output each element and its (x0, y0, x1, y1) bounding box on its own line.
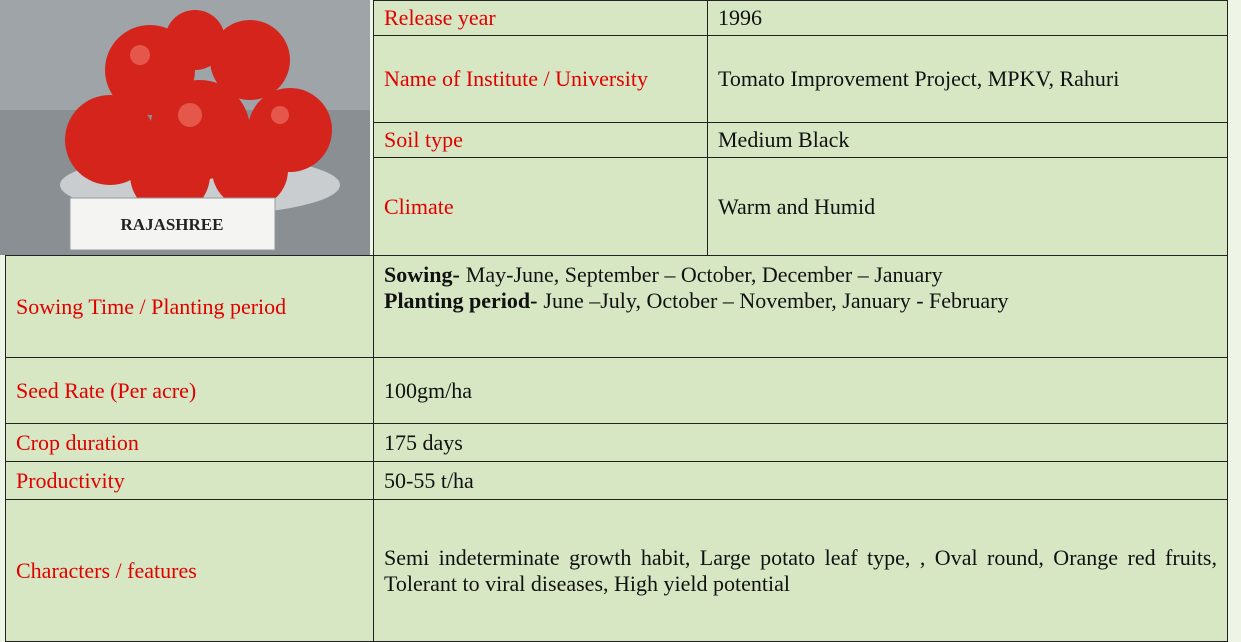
sowing-key: Planting period- (384, 288, 537, 313)
photo-label: RAJASHREE (121, 215, 224, 234)
row-value: 1996 (707, 0, 1228, 36)
sowing-line: Planting period-June –July, October – No… (384, 288, 1217, 314)
row-value: 50-55 t/ha (373, 461, 1228, 500)
row-value: Sowing-May-June, September – October, De… (373, 255, 1228, 358)
row-value: Warm and Humid (707, 157, 1228, 257)
row-label: Climate (373, 157, 708, 257)
row-value: 175 days (373, 423, 1228, 462)
row-label: Name of Institute / University (373, 35, 708, 123)
page: RAJASHREE Release year1996Name of Instit… (0, 0, 1241, 641)
row-label: Seed Rate (Per acre) (5, 357, 374, 424)
row-value: Medium Black (707, 122, 1228, 158)
row-label: Sowing Time / Planting period (5, 255, 374, 358)
row-label: Soil type (373, 122, 708, 158)
sowing-text: June –July, October – November, January … (543, 288, 1008, 313)
row-label: Crop duration (5, 423, 374, 462)
sowing-text: May-June, September – October, December … (466, 262, 943, 287)
row-value: 100gm/ha (373, 357, 1228, 424)
row-label: Productivity (5, 461, 374, 500)
sowing-line: Sowing-May-June, September – October, De… (384, 262, 1217, 288)
sowing-key: Sowing- (384, 262, 460, 287)
row-value: Tomato Improvement Project, MPKV, Rahuri (707, 35, 1228, 123)
row-value: Semi indeterminate growth habit, Large p… (373, 499, 1228, 642)
row-label: Characters / features (5, 499, 374, 642)
tomato-photo: RAJASHREE (0, 0, 370, 255)
row-label: Release year (373, 0, 708, 36)
